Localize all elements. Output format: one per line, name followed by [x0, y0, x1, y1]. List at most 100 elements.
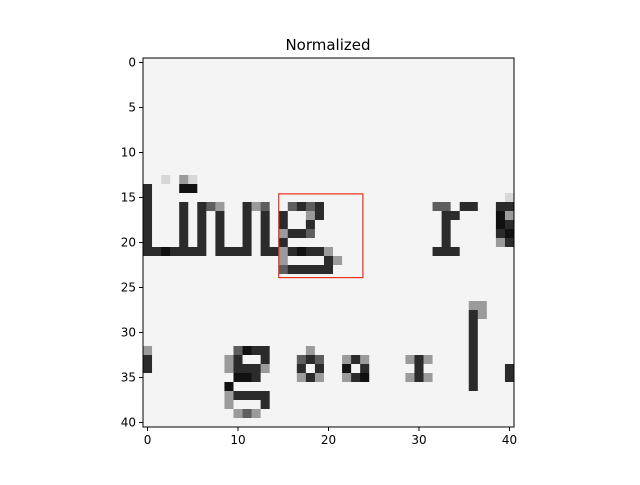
heatmap-cell [360, 364, 370, 374]
heatmap-cell [378, 229, 388, 239]
heatmap-cell [423, 256, 433, 266]
heatmap-cell [360, 76, 370, 86]
heatmap-cell [450, 184, 461, 194]
heatmap-cell [269, 67, 280, 77]
heatmap-cell [495, 184, 506, 194]
heatmap-cell [468, 337, 479, 347]
heatmap-cell [351, 76, 361, 86]
heatmap-cell [387, 112, 397, 122]
heatmap-cell [432, 94, 443, 104]
heatmap-cell [378, 103, 388, 113]
heatmap-cell [170, 373, 180, 383]
heatmap-cell [396, 103, 406, 113]
heatmap-cell [342, 382, 352, 392]
heatmap-cell [242, 58, 252, 68]
heatmap-cell [468, 67, 479, 77]
heatmap-cell [296, 58, 307, 68]
heatmap-cell [333, 355, 343, 365]
heatmap-cell [441, 148, 452, 158]
y-tick-label: 10 [121, 146, 136, 160]
x-tick-label: 10 [230, 433, 245, 447]
heatmap-cell [504, 202, 515, 212]
heatmap-cell [495, 346, 506, 356]
heatmap-cell [477, 148, 488, 158]
heatmap-cell [260, 346, 271, 356]
heatmap-cell [143, 211, 153, 221]
heatmap-cell [387, 346, 397, 356]
heatmap-cell [188, 328, 198, 338]
heatmap-cell [486, 373, 497, 383]
heatmap-cell [504, 301, 515, 311]
heatmap-cell [459, 166, 470, 176]
heatmap-cell [161, 382, 171, 392]
heatmap-cell [305, 391, 316, 401]
heatmap-cell [495, 256, 506, 266]
heatmap-cell [441, 391, 452, 401]
heatmap-cell [414, 355, 424, 365]
heatmap-cell [260, 337, 271, 347]
heatmap-cell [179, 121, 189, 131]
heatmap-cell [432, 139, 443, 149]
heatmap-cell [197, 274, 207, 284]
heatmap-cell [459, 148, 470, 158]
heatmap-cell [188, 103, 198, 113]
heatmap-cell [468, 373, 479, 383]
heatmap-cell [197, 157, 207, 167]
heatmap-cell [269, 364, 280, 374]
heatmap-cell [287, 400, 298, 410]
heatmap-cell [477, 319, 488, 329]
heatmap-cell [369, 175, 379, 185]
heatmap-cell [215, 292, 225, 302]
heatmap-cell [441, 346, 452, 356]
heatmap-cell [342, 274, 352, 284]
heatmap-cell [468, 283, 479, 293]
heatmap-cell [161, 319, 171, 329]
heatmap-cell [423, 409, 433, 419]
heatmap-cell [504, 76, 515, 86]
heatmap-cell [369, 337, 379, 347]
heatmap-cell [468, 139, 479, 149]
heatmap-cell [333, 103, 343, 113]
heatmap-cell [242, 139, 252, 149]
heatmap-cell [504, 373, 515, 383]
heatmap-cell [152, 139, 162, 149]
heatmap-cell [314, 139, 325, 149]
heatmap-cell [477, 157, 488, 167]
heatmap-cell [152, 202, 162, 212]
heatmap-cell [396, 355, 406, 365]
heatmap-cell [387, 121, 397, 131]
heatmap-cell [296, 364, 307, 374]
heatmap-cell [405, 121, 415, 131]
heatmap-cell [360, 139, 370, 149]
heatmap-cell [296, 310, 307, 320]
heatmap-cell [333, 274, 343, 284]
heatmap-cell [378, 67, 388, 77]
heatmap-cell [179, 337, 189, 347]
heatmap-cell [161, 229, 171, 239]
heatmap-cell [432, 319, 443, 329]
heatmap-cell [323, 265, 334, 275]
heatmap-cell [242, 274, 252, 284]
heatmap-cell [215, 229, 225, 239]
heatmap-cell [423, 112, 433, 122]
heatmap-cell [197, 418, 207, 428]
heatmap-cell [450, 301, 461, 311]
heatmap-cell [369, 346, 379, 356]
heatmap-cell [369, 130, 379, 140]
heatmap-cell [378, 391, 388, 401]
heatmap-cell [287, 67, 298, 77]
heatmap-cell [251, 400, 262, 410]
heatmap-cell [206, 58, 216, 68]
heatmap-cell [269, 94, 280, 104]
heatmap-cell [432, 148, 443, 158]
heatmap-cell [459, 58, 470, 68]
heatmap-cell [152, 382, 162, 392]
heatmap-cell [432, 202, 443, 212]
heatmap-cell [269, 148, 280, 158]
heatmap-cell [224, 184, 234, 194]
heatmap-cell [342, 202, 352, 212]
heatmap-cell [251, 337, 262, 347]
heatmap-cell [224, 148, 234, 158]
heatmap-cell [224, 418, 234, 428]
heatmap-cell [197, 130, 207, 140]
